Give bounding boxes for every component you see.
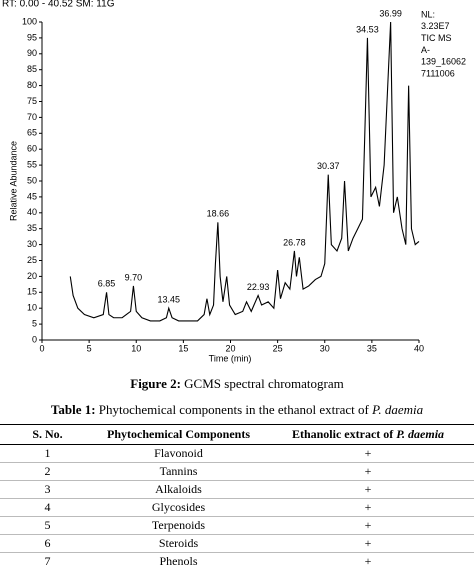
table-cell: + [262, 480, 474, 499]
y-tick-label: 75 [27, 96, 37, 106]
table-species: P. daemia [372, 402, 424, 417]
table-row: 6 Steroids + [0, 534, 474, 553]
info-text: 139_16062 [421, 57, 466, 67]
peak-label: 30.37 [317, 161, 340, 171]
table-body: 1 Flavonoid +2 Tannins +3 Alkaloids +4 Glycosid… [0, 444, 474, 565]
peak-label: 18.66 [207, 209, 230, 219]
y-tick-label: 95 [27, 32, 37, 42]
header-cell: Phytochemical Components [95, 424, 262, 445]
table-cell: Terpenoids [95, 516, 262, 535]
table-row: 5 Terpenoids + [0, 516, 474, 535]
peak-label: 34.53 [356, 24, 379, 34]
run-header: RT: 0.00 - 40.52 SM: 11G [2, 0, 115, 10]
table-cell: 5 [0, 516, 95, 535]
table-label: Table 1: [50, 402, 96, 417]
info-text: 7111006 [421, 68, 455, 78]
header-cell: Ethanolic extract of P. daemia [262, 424, 474, 445]
y-tick-label: 5 [32, 318, 37, 328]
table-row: 7 Phenols + [0, 552, 474, 565]
y-tick-label: 60 [27, 144, 37, 154]
x-tick-label: 40 [414, 343, 424, 353]
x-tick-label: 35 [367, 343, 377, 353]
y-tick-label: 20 [27, 271, 37, 281]
header-row: S. No. Phytochemical Components Ethanoli… [0, 424, 474, 445]
y-tick-label: 15 [27, 287, 37, 297]
table-cell: + [262, 534, 474, 553]
peak-label: 13.45 [158, 295, 181, 305]
peak-label: 26.78 [283, 237, 306, 247]
y-tick-label: 25 [27, 255, 37, 265]
y-tick-label: 10 [27, 303, 37, 313]
table-row: 3 Alkaloids + [0, 480, 474, 499]
chromatogram: RT: 0.00 - 40.52 SM: 11G Relative Abunda… [2, 0, 466, 363]
y-tick-label: 70 [27, 112, 37, 122]
table-cell: Tannins [95, 462, 262, 481]
figure-text: GCMS spectral chromatogram [184, 376, 344, 391]
y-tick-label: 100 [22, 16, 37, 26]
peak-label: 36.99 [379, 8, 402, 18]
y-tick-label: 80 [27, 80, 37, 90]
table-text: Phytochemical components in the ethanol … [98, 402, 369, 417]
info-text: NL: [421, 9, 435, 19]
y-tick-label: 55 [27, 159, 37, 169]
y-tick-label: 40 [27, 207, 37, 217]
x-tick-label: 25 [273, 343, 283, 353]
table-cell: Steroids [95, 534, 262, 553]
y-tick-label: 30 [27, 239, 37, 249]
table-cell: + [262, 552, 474, 565]
y-tick-label: 35 [27, 223, 37, 233]
figure-caption: Figure 2: GCMS spectral chromatogram [0, 376, 474, 392]
header-text: Ethanolic extract of [291, 427, 394, 441]
table-cell: + [262, 516, 474, 535]
peak-label: 22.93 [247, 282, 270, 292]
table-row: 4 Glycosides + [0, 498, 474, 517]
trace [69, 21, 420, 322]
y-tick-label: 45 [27, 191, 37, 201]
peak-label: 9.70 [125, 272, 143, 282]
y-tick-label: 85 [27, 64, 37, 74]
info-text: TIC MS [421, 33, 452, 43]
x-tick-label: 5 [87, 343, 92, 353]
table-cell: Phenols [95, 552, 262, 565]
table-caption: Table 1: Phytochemical components in the… [0, 402, 474, 418]
table: S. No. Phytochemical Components Ethanoli… [0, 424, 474, 565]
x-tick-label: 15 [178, 343, 188, 353]
y-tick-label: 65 [27, 128, 37, 138]
table-cell: 6 [0, 534, 95, 553]
info-text: A- [421, 45, 430, 55]
peak-label: 6.85 [98, 279, 116, 289]
header-species: P. daemia [396, 427, 445, 441]
x-axis-label: Time (min) [209, 353, 252, 363]
table-row: 2 Tannins + [0, 462, 474, 481]
header-cell: S. No. [0, 424, 95, 445]
y-tick-label: 50 [27, 175, 37, 185]
x-tick-label: 20 [225, 343, 235, 353]
table-cell: + [262, 498, 474, 517]
y-axis-label: Relative Abundance [8, 141, 18, 221]
table-cell: 4 [0, 498, 95, 517]
info-text: 3.23E7 [421, 21, 450, 31]
x-tick-label: 30 [320, 343, 330, 353]
table-cell: Flavonoid [95, 444, 262, 463]
y-tick-label: 0 [32, 334, 37, 344]
table-cell: 3 [0, 480, 95, 499]
table-cell: 7 [0, 552, 95, 565]
x-tick-label: 10 [131, 343, 141, 353]
table-row: 1 Flavonoid + [0, 444, 474, 463]
table-cell: + [262, 444, 474, 463]
table-cell: Glycosides [95, 498, 262, 517]
table-cell: Alkaloids [95, 480, 262, 499]
table-cell: 2 [0, 462, 95, 481]
table-cell: 1 [0, 444, 95, 463]
y-tick-label: 90 [27, 48, 37, 58]
x-tick-label: 0 [39, 343, 44, 353]
figure-label: Figure 2: [130, 376, 181, 391]
table-cell: + [262, 462, 474, 481]
